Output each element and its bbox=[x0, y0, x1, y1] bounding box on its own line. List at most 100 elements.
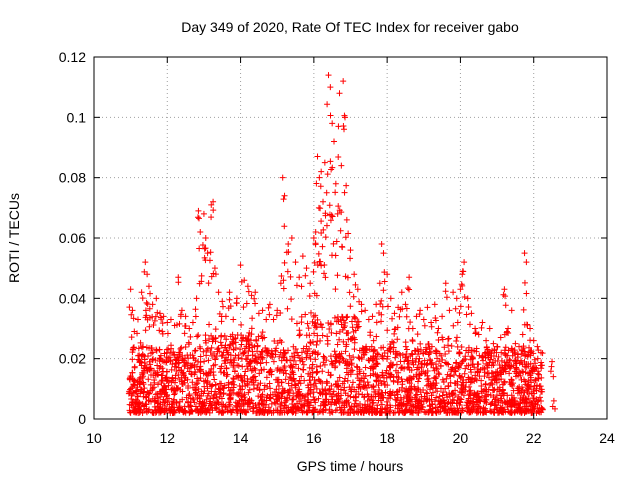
data-point bbox=[351, 336, 358, 343]
data-point bbox=[341, 384, 348, 391]
data-point bbox=[418, 360, 425, 367]
data-point bbox=[284, 268, 291, 275]
data-point bbox=[273, 376, 280, 383]
data-point bbox=[338, 162, 345, 169]
data-point bbox=[292, 361, 299, 368]
data-point bbox=[232, 345, 239, 352]
data-point bbox=[332, 364, 339, 371]
data-point bbox=[292, 384, 299, 391]
data-point bbox=[215, 345, 222, 352]
data-point bbox=[202, 235, 209, 241]
data-point bbox=[222, 313, 229, 320]
data-point bbox=[485, 374, 492, 381]
data-point bbox=[153, 295, 160, 302]
data-point bbox=[410, 361, 417, 368]
data-point bbox=[209, 335, 216, 342]
data-point bbox=[550, 397, 557, 404]
data-point bbox=[216, 386, 223, 393]
data-point bbox=[406, 387, 413, 394]
data-point bbox=[236, 383, 243, 390]
data-point bbox=[238, 341, 245, 348]
data-point bbox=[333, 400, 340, 407]
data-point bbox=[142, 307, 149, 314]
data-point bbox=[532, 377, 539, 384]
data-point bbox=[294, 349, 301, 356]
data-point bbox=[184, 365, 191, 372]
data-point bbox=[151, 317, 158, 324]
data-point bbox=[195, 409, 202, 416]
data-point bbox=[343, 314, 350, 321]
data-point bbox=[296, 354, 303, 361]
data-point bbox=[467, 366, 474, 373]
data-point bbox=[128, 334, 135, 341]
data-point bbox=[206, 400, 213, 407]
data-point bbox=[290, 343, 297, 350]
data-point bbox=[442, 385, 449, 392]
data-point bbox=[308, 309, 314, 316]
data-point bbox=[527, 352, 534, 359]
data-point bbox=[134, 316, 141, 323]
data-point bbox=[182, 313, 189, 320]
data-point bbox=[292, 409, 299, 416]
data-point bbox=[289, 353, 296, 360]
data-point bbox=[196, 343, 203, 350]
data-point bbox=[522, 396, 529, 403]
data-point bbox=[216, 380, 223, 387]
data-point bbox=[453, 295, 460, 302]
data-point bbox=[241, 349, 248, 356]
data-point bbox=[126, 304, 133, 311]
data-point bbox=[383, 405, 390, 412]
data-point bbox=[422, 369, 429, 376]
data-point bbox=[296, 327, 303, 334]
data-point bbox=[359, 347, 366, 354]
data-point bbox=[408, 383, 415, 390]
data-point bbox=[547, 368, 554, 375]
x-tick-label: 22 bbox=[526, 430, 542, 446]
data-point bbox=[363, 343, 370, 350]
data-point bbox=[235, 352, 242, 359]
data-point bbox=[436, 371, 443, 378]
data-point bbox=[181, 322, 188, 329]
data-point bbox=[481, 392, 488, 399]
data-point bbox=[378, 297, 385, 304]
data-point bbox=[380, 344, 387, 351]
data-point bbox=[393, 397, 400, 404]
x-tick-label: 20 bbox=[453, 430, 469, 446]
data-point bbox=[371, 388, 378, 395]
data-point bbox=[510, 380, 517, 387]
data-point bbox=[340, 338, 347, 345]
data-point bbox=[402, 339, 409, 346]
data-point bbox=[271, 389, 278, 396]
data-point bbox=[215, 409, 222, 416]
data-point bbox=[519, 399, 526, 406]
data-point bbox=[311, 407, 318, 414]
data-point bbox=[204, 385, 211, 392]
data-point bbox=[439, 392, 446, 399]
data-point bbox=[185, 383, 192, 390]
data-point bbox=[279, 367, 286, 374]
data-point bbox=[212, 354, 219, 361]
data-point bbox=[242, 368, 249, 375]
data-point bbox=[352, 315, 359, 322]
data-point bbox=[178, 307, 185, 314]
data-point bbox=[259, 356, 266, 363]
data-point bbox=[175, 371, 182, 378]
data-point bbox=[498, 357, 505, 364]
data-point bbox=[281, 350, 288, 357]
data-point bbox=[312, 312, 319, 319]
data-point bbox=[381, 381, 388, 388]
data-point bbox=[210, 198, 217, 205]
data-point bbox=[182, 343, 189, 350]
data-point bbox=[218, 333, 225, 340]
data-point bbox=[533, 382, 540, 389]
data-point bbox=[287, 371, 294, 378]
data-point bbox=[235, 372, 242, 379]
data-point bbox=[335, 154, 342, 161]
data-point bbox=[278, 357, 285, 364]
data-point bbox=[207, 249, 214, 256]
data-point bbox=[321, 270, 328, 277]
data-point bbox=[515, 385, 522, 392]
data-point bbox=[140, 388, 147, 395]
data-point bbox=[527, 376, 534, 383]
